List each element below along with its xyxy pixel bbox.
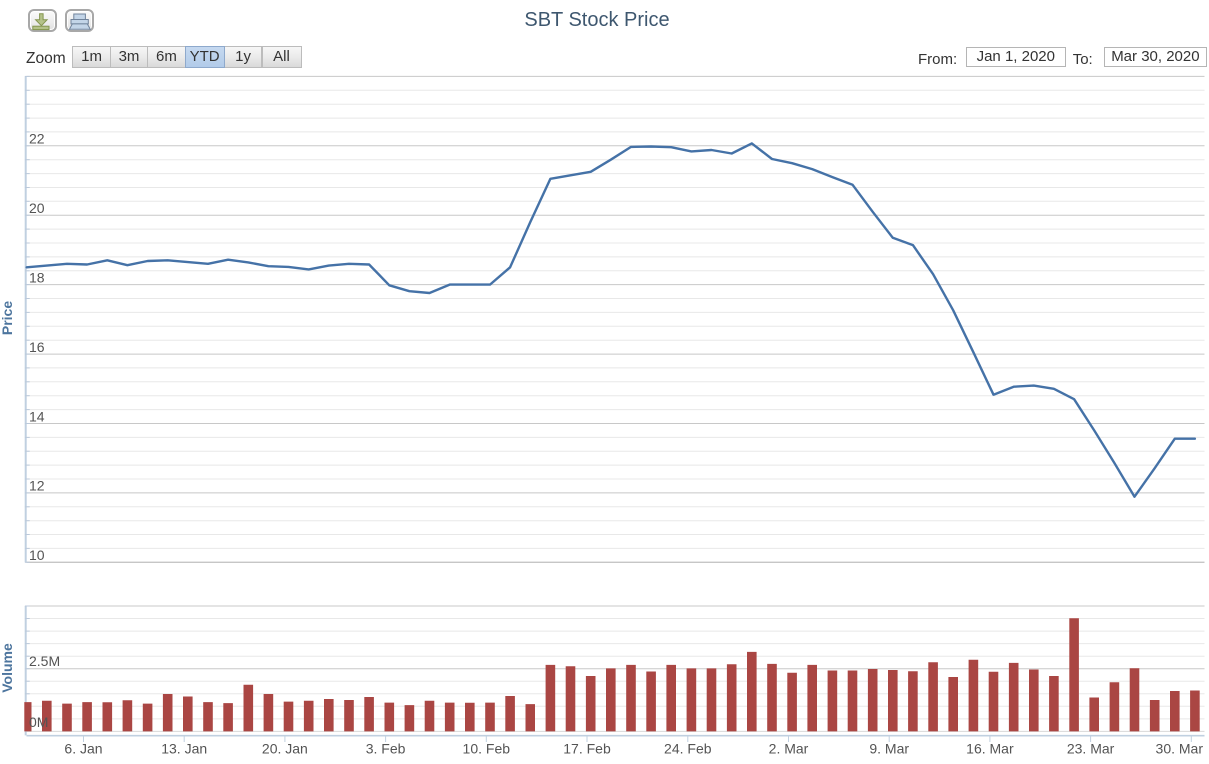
svg-text:3. Feb: 3. Feb (366, 741, 406, 757)
svg-text:2.5M: 2.5M (29, 653, 60, 669)
svg-text:6. Jan: 6. Jan (64, 741, 102, 757)
svg-text:30. Mar: 30. Mar (1156, 741, 1204, 757)
svg-text:10: 10 (29, 547, 45, 563)
svg-text:18: 18 (29, 269, 45, 285)
svg-text:16. Mar: 16. Mar (966, 741, 1014, 757)
svg-text:16: 16 (29, 339, 45, 355)
svg-text:23. Mar: 23. Mar (1067, 741, 1115, 757)
svg-text:9. Mar: 9. Mar (869, 741, 909, 757)
svg-text:2. Mar: 2. Mar (769, 741, 809, 757)
svg-text:10. Feb: 10. Feb (463, 741, 511, 757)
svg-text:Price: Price (0, 301, 15, 335)
svg-text:17. Feb: 17. Feb (563, 741, 611, 757)
svg-text:Volume: Volume (0, 643, 15, 693)
svg-text:20. Jan: 20. Jan (262, 741, 308, 757)
svg-text:22: 22 (29, 131, 45, 147)
svg-text:12: 12 (29, 478, 45, 494)
svg-text:13. Jan: 13. Jan (161, 741, 207, 757)
svg-text:24. Feb: 24. Feb (664, 741, 712, 757)
svg-text:0M: 0M (29, 714, 48, 730)
svg-text:20: 20 (29, 200, 45, 216)
svg-text:14: 14 (29, 408, 45, 424)
